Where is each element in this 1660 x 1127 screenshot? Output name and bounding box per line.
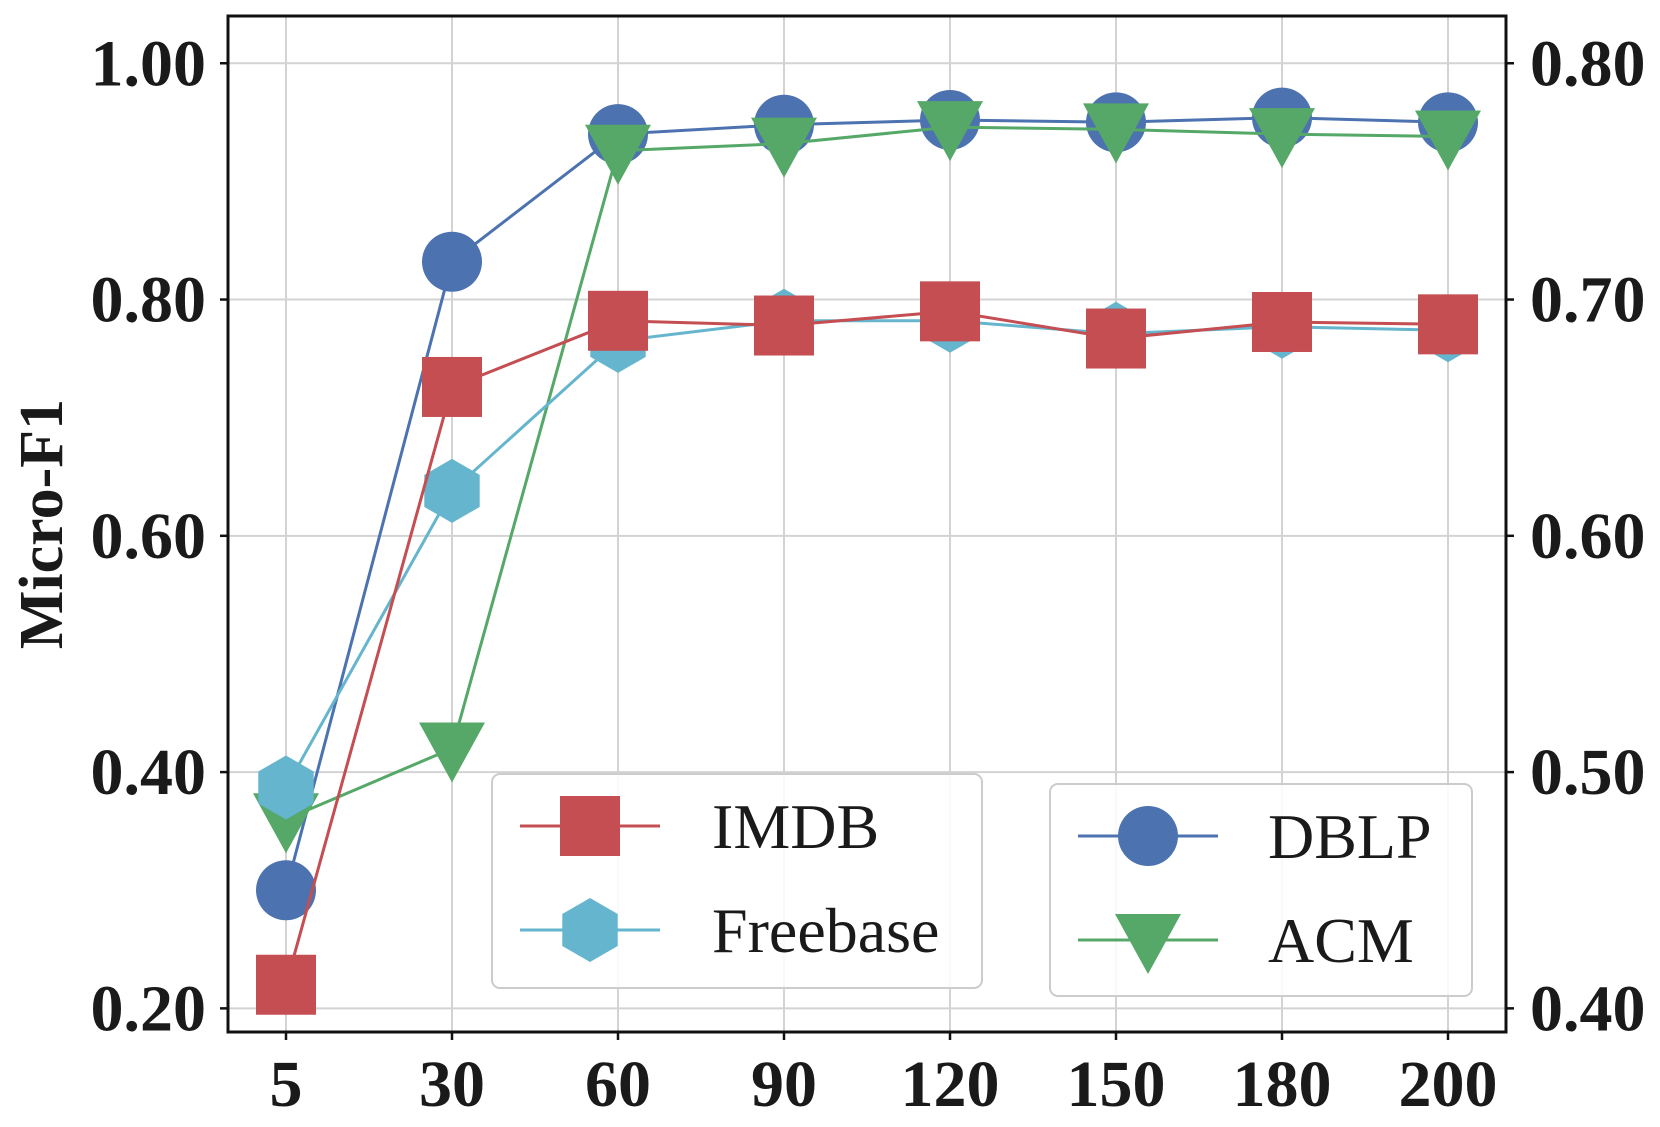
x-tick-label: 180 [1233, 1048, 1332, 1121]
x-tick-label: 60 [585, 1048, 651, 1121]
y-left-tick-label: 0.20 [91, 972, 207, 1045]
legend-label-dblp: DBLP [1268, 801, 1432, 872]
data-point-acm [585, 124, 651, 185]
legend-label-freebase: Freebase [712, 895, 939, 966]
y-axis-label: Micro-F1 [8, 399, 76, 649]
data-point-acm [751, 117, 817, 178]
y-right-tick-label: 0.70 [1530, 264, 1646, 337]
data-point-acm [1083, 103, 1149, 164]
y-right-tick-label: 0.50 [1530, 736, 1646, 809]
series-imdb [256, 281, 1478, 1015]
data-point-imdb [1252, 291, 1312, 352]
y-right-tick-label: 0.60 [1530, 500, 1646, 573]
legend-marker-imdb [560, 796, 620, 856]
data-point-imdb [422, 356, 482, 417]
y-left-tick-label: 0.60 [91, 500, 207, 573]
data-point-dblp [422, 231, 482, 292]
x-tick-label: 150 [1067, 1048, 1166, 1121]
y-left-tick-label: 1.00 [91, 27, 207, 100]
y-right-tick-label: 0.40 [1530, 972, 1646, 1045]
data-point-freebase [258, 755, 314, 820]
x-tick-label: 30 [419, 1048, 485, 1121]
data-point-imdb [588, 290, 648, 351]
data-point-acm [1415, 110, 1481, 171]
plot-frame [226, 14, 1508, 1034]
legend-layer: IMDB Freebase DBLP ACM [491, 773, 1473, 997]
y-right-tick-label: 0.80 [1530, 27, 1646, 100]
x-tick-label: 120 [901, 1048, 1000, 1121]
data-point-acm [419, 722, 485, 783]
legend-imdb-freebase: IMDB Freebase [491, 773, 983, 989]
data-point-dblp [256, 860, 316, 921]
legend-label-imdb: IMDB [712, 791, 879, 862]
data-point-imdb [1086, 308, 1146, 369]
y-left-tick-label: 0.40 [91, 736, 207, 809]
ticks-layer: 5 30 60 90 120 150 180 200 0.20 0.40 0.60 0.80 1.00 0… [91, 27, 1646, 1121]
legend-dblp-acm: DBLP ACM [1049, 783, 1473, 997]
data-point-freebase [424, 458, 480, 523]
data-point-acm [917, 101, 983, 162]
legend-marker-freebase [562, 898, 618, 962]
y-left-tick-label: 0.80 [91, 264, 207, 337]
data-point-imdb [1418, 294, 1478, 355]
legend-marker-dblp [1118, 806, 1178, 866]
x-tick-label: 200 [1399, 1048, 1498, 1121]
data-point-imdb [920, 281, 980, 342]
legend-label-acm: ACM [1268, 905, 1414, 976]
series-layer [253, 87, 1481, 1015]
data-point-imdb [256, 954, 316, 1015]
data-point-imdb [754, 295, 814, 356]
series-line-acm [285, 125, 1449, 821]
x-tick-label: 90 [751, 1048, 817, 1121]
x-tick-label: 5 [270, 1048, 303, 1121]
data-point-acm [1249, 108, 1315, 169]
legend-marker-acm [1115, 914, 1181, 974]
